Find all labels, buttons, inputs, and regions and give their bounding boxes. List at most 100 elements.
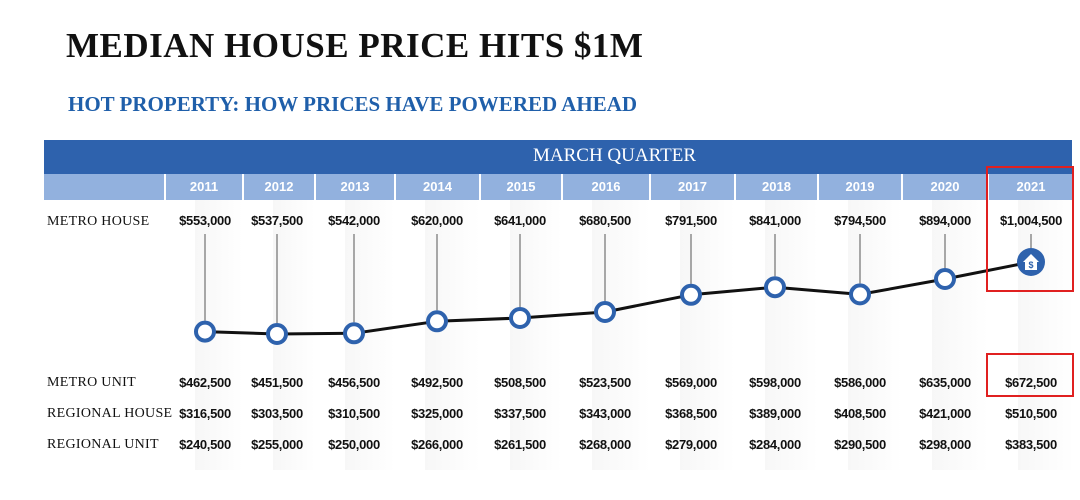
year-header-2015: 2015: [506, 179, 536, 194]
year-header-2021: 2021: [1016, 179, 1046, 194]
page-subtitle: HOT PROPERTY: HOW PRICES HAVE POWERED AH…: [68, 92, 638, 116]
year-header-2020: 2020: [930, 179, 960, 194]
year-column-separator: [479, 174, 481, 200]
value-metro-unit-2012: $451,500: [251, 375, 303, 390]
value-regional-unit-2013: $250,000: [328, 437, 380, 452]
highlight-box-2021-metro-unit: [986, 353, 1074, 397]
value-metro-house-2021: $1,004,500: [999, 213, 1063, 228]
data-point-2017: [680, 283, 702, 306]
data-point-2020: [934, 268, 956, 290]
column-stripe-2019: [848, 200, 902, 470]
value-metro-unit-2017: $569,000: [665, 375, 717, 390]
value-metro-house-2011: $553,000: [179, 213, 231, 228]
value-regional-house-2020: $421,000: [919, 406, 971, 421]
data-point-2012: [266, 323, 288, 345]
value-regional-house-2017: $368,500: [665, 406, 717, 421]
row-label-metro-unit: METRO UNIT: [47, 375, 136, 390]
value-metro-house-2012: $537,500: [251, 213, 303, 228]
house-dollar-icon: $: [1017, 248, 1045, 276]
value-regional-house-2019: $408,500: [834, 406, 886, 421]
year-header-2016: 2016: [591, 179, 621, 194]
value-regional-unit-2017: $279,000: [665, 437, 717, 452]
value-metro-unit-2018: $598,000: [749, 375, 801, 390]
year-column-separator: [394, 174, 396, 200]
year-header-2019: 2019: [845, 179, 875, 194]
value-regional-house-2014: $325,000: [411, 406, 463, 421]
value-regional-unit-2020: $298,000: [919, 437, 971, 452]
value-regional-house-2016: $343,000: [579, 406, 631, 421]
value-metro-house-2019: $794,500: [834, 213, 886, 228]
value-regional-house-2013: $310,500: [328, 406, 380, 421]
year-column-separator: [649, 174, 651, 200]
year-column-separator: [987, 174, 989, 200]
year-column-separator: [817, 174, 819, 200]
data-point-2019: [849, 283, 871, 306]
column-stripe-2018: [765, 200, 818, 470]
data-point-2014: [426, 310, 448, 333]
house-shape: [1023, 254, 1039, 270]
value-metro-unit-2016: $523,500: [579, 375, 631, 390]
highlight-box-2021-metro-house: [986, 166, 1074, 292]
value-metro-house-2015: $641,000: [494, 213, 546, 228]
value-metro-unit-2019: $586,000: [834, 375, 886, 390]
year-header-2013: 2013: [340, 179, 370, 194]
value-metro-unit-2013: $456,500: [328, 375, 380, 390]
value-regional-unit-2014: $266,000: [411, 437, 463, 452]
year-column-separator: [734, 174, 736, 200]
value-metro-unit-2021: $672,500: [1005, 375, 1057, 390]
value-metro-house-2018: $841,000: [749, 213, 801, 228]
data-point-2018: [764, 276, 786, 299]
year-column-separator: [242, 174, 244, 200]
value-metro-unit-2014: $492,500: [411, 375, 463, 390]
value-regional-unit-2011: $240,500: [179, 437, 231, 452]
row-label-regional-unit: REGIONAL UNIT: [47, 437, 159, 452]
value-metro-house-2014: $620,000: [411, 213, 463, 228]
value-regional-unit-2015: $261,500: [494, 437, 546, 452]
year-column-separator: [314, 174, 316, 200]
value-metro-house-2017: $791,500: [665, 213, 717, 228]
value-regional-unit-2018: $284,000: [749, 437, 801, 452]
year-column-separator: [901, 174, 903, 200]
column-stripe-2017: [680, 200, 735, 470]
header-banner: [44, 140, 1072, 174]
column-stripe-2015: [510, 200, 562, 470]
column-stripe-2021: [1018, 200, 1074, 470]
data-point-2015: [509, 307, 531, 329]
data-point-2016: [594, 301, 616, 323]
series-line-metro-house: [204, 260, 1032, 336]
year-header-2017: 2017: [678, 179, 707, 194]
value-regional-unit-2012: $255,000: [251, 437, 303, 452]
year-header-band: [44, 174, 1072, 200]
year-column-separator: [561, 174, 563, 200]
dollar-sign-glyph: $: [1028, 260, 1033, 270]
header-banner-label: MARCH QUARTER: [533, 145, 697, 166]
value-regional-house-2021: $510,500: [1005, 406, 1057, 421]
value-regional-house-2015: $337,500: [494, 406, 546, 421]
data-point-2013: [343, 322, 365, 345]
value-regional-house-2012: $303,500: [251, 406, 303, 421]
row-label-metro-house: METRO HOUSE: [47, 214, 150, 229]
column-stripe-2014: [425, 200, 480, 470]
value-metro-house-2016: $680,500: [579, 213, 631, 228]
value-regional-unit-2016: $268,000: [579, 437, 631, 452]
year-header-2018: 2018: [762, 179, 791, 194]
column-stripe-2016: [592, 200, 650, 470]
column-stripe-2020: [932, 200, 988, 470]
data-point-2011: [194, 320, 216, 343]
year-header-2012: 2012: [264, 179, 294, 194]
row-label-regional-house: REGIONAL HOUSE: [47, 406, 173, 421]
value-regional-unit-2019: $290,500: [834, 437, 886, 452]
value-regional-house-2011: $316,500: [179, 406, 231, 421]
year-column-separator: [164, 174, 166, 200]
year-header-2014: 2014: [423, 179, 452, 194]
value-metro-unit-2015: $508,500: [494, 375, 546, 390]
value-metro-house-2020: $894,000: [919, 213, 971, 228]
year-header-2011: 2011: [189, 179, 219, 194]
value-metro-house-2013: $542,000: [328, 213, 380, 228]
value-regional-unit-2021: $383,500: [1005, 437, 1057, 452]
value-metro-unit-2020: $635,000: [919, 375, 971, 390]
value-metro-unit-2011: $462,500: [179, 375, 231, 390]
value-regional-house-2018: $389,000: [749, 406, 801, 421]
page-title: MEDIAN HOUSE PRICE HITS $1M: [66, 26, 644, 65]
